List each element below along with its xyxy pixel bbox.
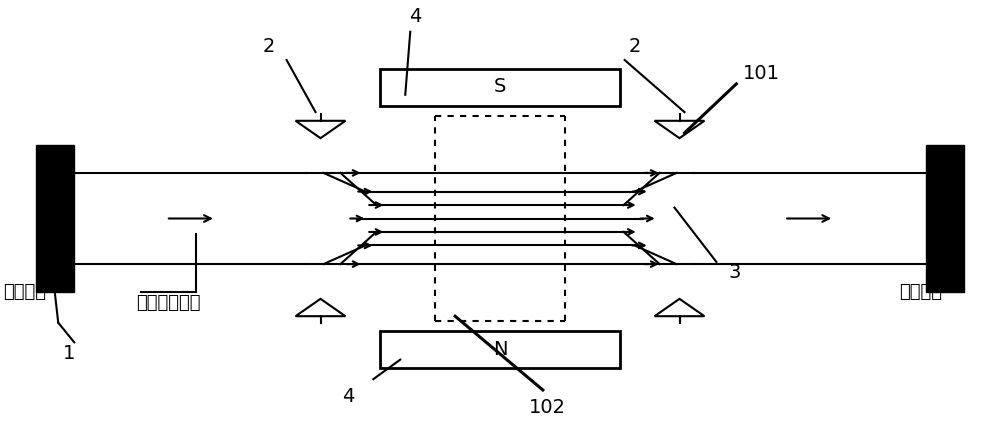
Text: N: N	[493, 340, 507, 359]
Polygon shape	[296, 121, 345, 138]
Text: 对接法兰: 对接法兰	[899, 283, 942, 302]
Text: 流体流动方向: 流体流动方向	[136, 294, 201, 312]
Bar	[36, 145, 74, 292]
Bar	[380, 331, 620, 368]
Bar	[926, 145, 964, 292]
Text: 2: 2	[262, 38, 275, 56]
Text: 4: 4	[342, 387, 355, 406]
Text: 3: 3	[728, 263, 741, 282]
Bar	[380, 69, 620, 106]
Polygon shape	[296, 299, 345, 316]
Polygon shape	[655, 299, 704, 316]
Polygon shape	[655, 121, 704, 138]
Text: 1: 1	[63, 343, 75, 363]
Text: S: S	[494, 77, 506, 97]
Text: 4: 4	[409, 7, 421, 26]
Text: 101: 101	[743, 63, 780, 83]
Text: 102: 102	[529, 398, 566, 417]
Text: 对接法兰: 对接法兰	[3, 283, 46, 302]
Text: 2: 2	[628, 38, 641, 56]
